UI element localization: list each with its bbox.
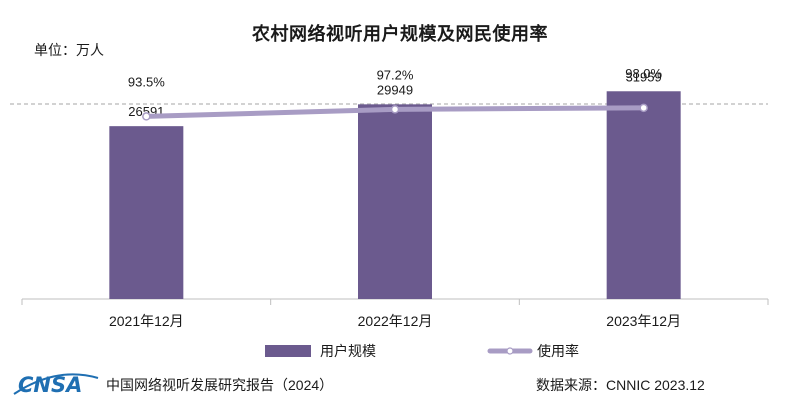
bar-user-scale <box>606 91 681 299</box>
chart-title: 农村网络视听用户规模及网民使用率 <box>252 24 548 44</box>
footer-source-right: 数据来源：CNNIC 2023.12 <box>536 377 705 393</box>
line-data-label: 98.0% <box>625 66 662 81</box>
line-point-usage-rate <box>390 105 400 114</box>
bar-data-label: 29949 <box>377 82 413 97</box>
cnsa-logo: CNSA <box>13 373 99 397</box>
line-point-usage-rate <box>639 103 648 113</box>
unit-label: 单位：万人 <box>34 42 104 58</box>
footer-source-left: 中国网络视听发展研究报告（2024） <box>106 377 334 393</box>
x-tick-label: 2022年12月 <box>358 313 433 329</box>
bar-data-label: 31959 <box>626 69 662 84</box>
line-point-usage-rate <box>142 112 151 121</box>
x-tick-label: 2021年12月 <box>109 313 184 329</box>
legend-label-line: 使用率 <box>537 343 579 359</box>
bar-user-scale <box>358 104 432 299</box>
legend-label-bar: 用户规模 <box>320 343 376 359</box>
x-tick-label: 2023年12月 <box>606 313 681 329</box>
bar-user-scale <box>109 126 184 299</box>
legend-swatch-bar <box>265 345 311 357</box>
legend-marker-line <box>506 347 514 355</box>
line-data-label: 97.2% <box>377 67 414 82</box>
line-data-label: 93.5% <box>128 74 165 89</box>
logo-text: CNSA <box>18 373 82 397</box>
